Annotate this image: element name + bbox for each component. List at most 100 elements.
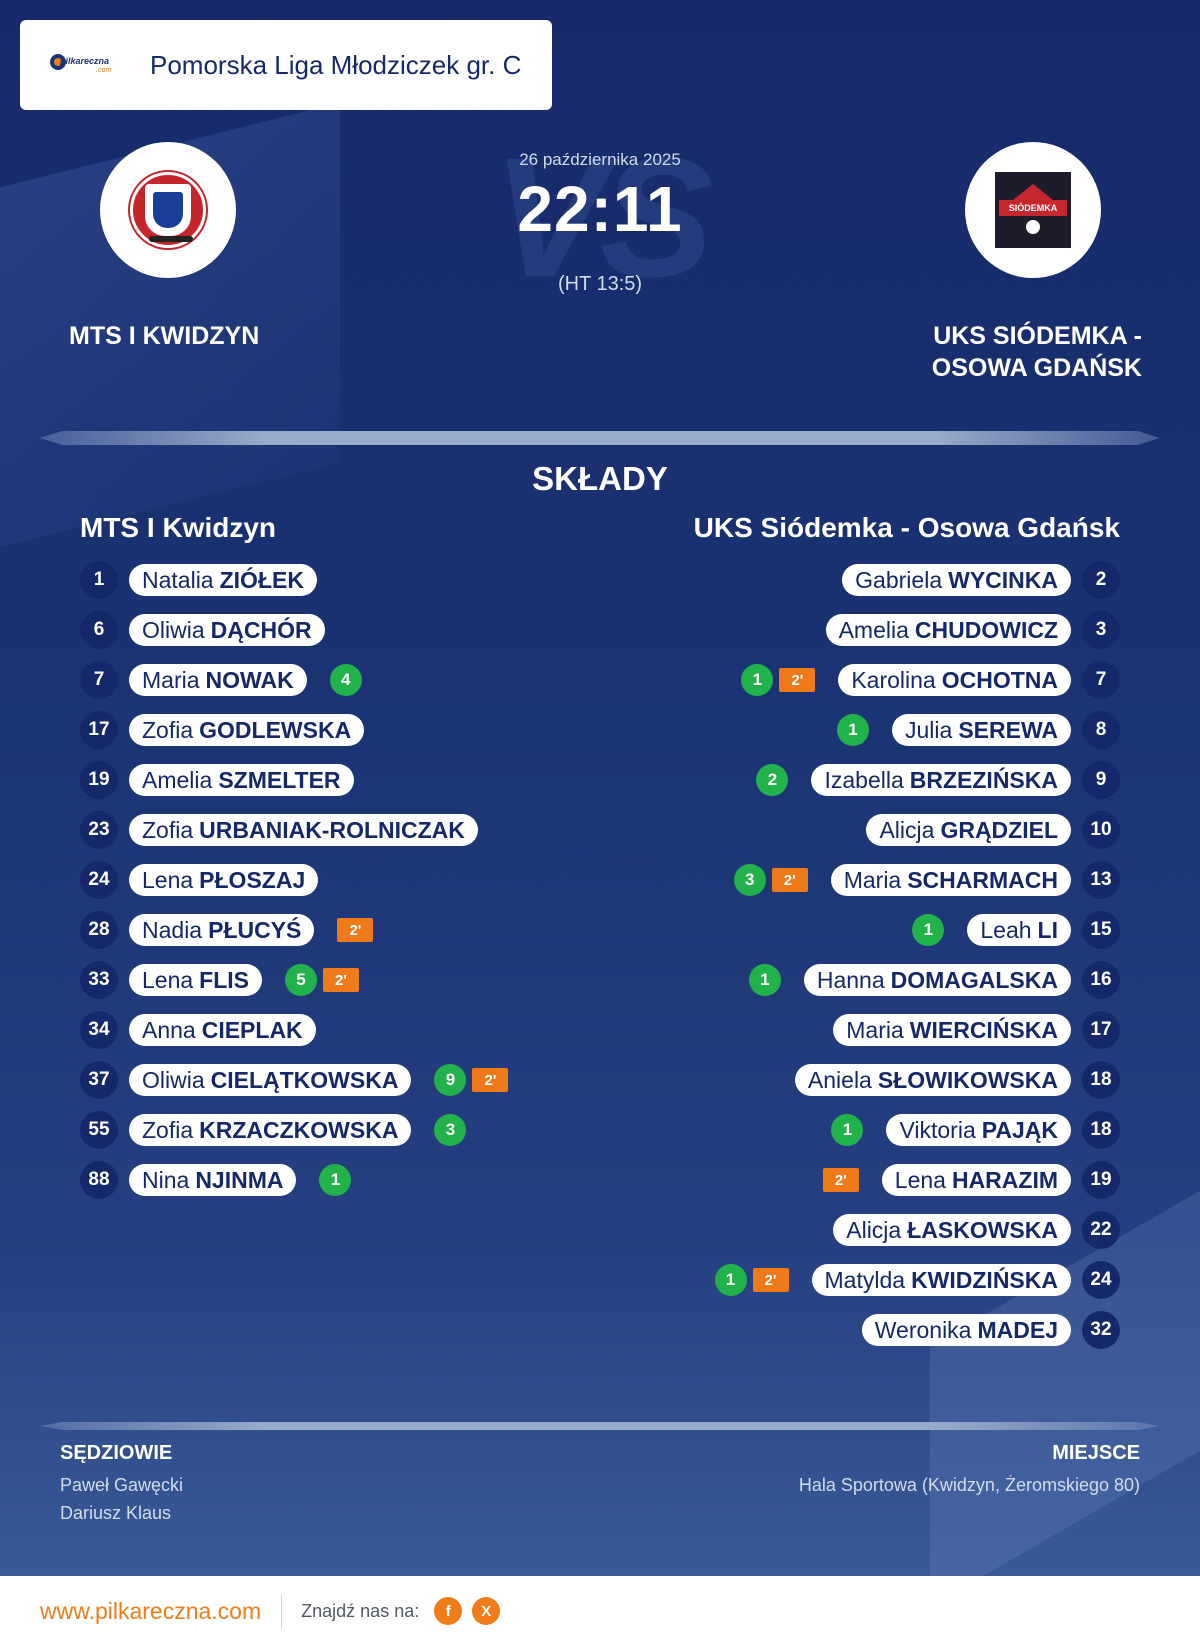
goals-badge: 1 xyxy=(831,1114,864,1146)
referees-title: SĘDZIOWIE xyxy=(60,1442,173,1464)
venue-text: Hala Sportowa (Kwidzyn, Żeromskiego 80) xyxy=(798,1475,1140,1495)
match-date: 26 października 2025 xyxy=(519,150,681,169)
footer-bar: www.pilkareczna.com Znajdź nas na: f X xyxy=(0,1576,1200,1646)
player-name-pill: Zofia GODLEWSKA xyxy=(129,714,365,746)
player-number: 22 xyxy=(1082,1211,1120,1249)
player-stats: 3 2' xyxy=(733,864,808,896)
home-player-list: 1 Natalia ZIÓŁEK 6 Oliwia DĄCHÓR 7 Maria NOWAK 4 1… xyxy=(80,555,509,1205)
player-row: Gabriela WYCINKA 2 xyxy=(715,555,1120,605)
player-last-name: KRZACZKOWSKA xyxy=(199,1116,399,1143)
x-icon[interactable]: X xyxy=(472,1597,501,1625)
player-number: 13 xyxy=(1082,861,1120,899)
player-number: 7 xyxy=(80,661,118,699)
player-last-name: CHUDOWICZ xyxy=(914,616,1058,643)
player-first-name: Karolina xyxy=(851,666,936,693)
player-name-pill: Amelia SZMELTER xyxy=(129,764,354,796)
away-squad-title: UKS Siódemka - Osowa Gdańsk xyxy=(693,512,1120,543)
player-name-pill: Nina NJINMA xyxy=(129,1164,297,1196)
uks-siodemka-crest-icon: SIÓDEMKA xyxy=(995,172,1071,248)
player-last-name: KWIDZIŃSKA xyxy=(911,1266,1058,1293)
player-first-name: Zofia xyxy=(142,816,194,843)
player-name-pill: Maria WIERCIŃSKA xyxy=(833,1014,1071,1046)
player-stats: 1 xyxy=(748,964,781,996)
player-last-name: SŁOWIKOWSKA xyxy=(877,1066,1058,1093)
player-row: 23 Zofia URBANIAK-ROLNICZAK xyxy=(80,805,508,855)
player-first-name: Alicja xyxy=(879,816,935,843)
lineups-title: SKŁADY xyxy=(532,460,668,497)
player-number: 17 xyxy=(1082,1011,1120,1049)
suspension-badge: 2' xyxy=(822,1168,859,1192)
suspension-badge: 2' xyxy=(472,1068,509,1092)
player-name-pill: Viktoria PAJĄK xyxy=(886,1114,1071,1146)
player-stats: 2' xyxy=(822,1168,859,1192)
player-first-name: Lena xyxy=(894,1166,946,1193)
player-number: 8 xyxy=(1082,711,1120,749)
player-row: 37 Oliwia CIELĄTKOWSKA 9 2' xyxy=(80,1055,509,1105)
suspension-badge: 2' xyxy=(337,918,374,942)
goals-badge: 1 xyxy=(912,914,945,946)
player-first-name: Weronika xyxy=(874,1316,972,1343)
player-first-name: Nadia xyxy=(142,916,203,943)
home-squad-title: MTS I Kwidzyn xyxy=(80,512,276,543)
player-row: Maria WIERCIŃSKA 17 xyxy=(715,1005,1120,1055)
player-name-pill: Nadia PŁUCYŚ xyxy=(129,914,315,946)
player-stats: 1 2' xyxy=(741,664,816,696)
player-stats: 1 xyxy=(912,914,945,946)
player-row: Amelia CHUDOWICZ 3 xyxy=(715,605,1120,655)
suspension-badge: 2' xyxy=(752,1268,789,1292)
goals-badge: 1 xyxy=(748,964,781,996)
player-name-pill: Aniela SŁOWIKOWSKA xyxy=(794,1064,1071,1096)
player-number: 32 xyxy=(1082,1311,1120,1349)
player-name-pill: Amelia CHUDOWICZ xyxy=(825,614,1071,646)
facebook-icon[interactable]: f xyxy=(434,1597,463,1625)
player-name-pill: Matylda KWIDZIŃSKA xyxy=(811,1264,1071,1296)
player-first-name: Maria xyxy=(846,1016,904,1043)
player-row: 28 Nadia PŁUCYŚ 2' xyxy=(80,905,508,955)
player-row: 1 2' Matylda KWIDZIŃSKA 24 xyxy=(714,1255,1120,1305)
referee-name: Paweł Gawęcki xyxy=(60,1475,184,1495)
goals-badge: 3 xyxy=(733,864,766,896)
player-row: 19 Amelia SZMELTER xyxy=(80,755,508,805)
player-row: Weronika MADEJ 32 xyxy=(715,1305,1120,1355)
mts-kwidzyn-crest-icon xyxy=(128,170,208,250)
player-stats: 9 2' xyxy=(434,1064,509,1096)
player-row: 1 2' Karolina OCHOTNA 7 xyxy=(715,655,1120,705)
player-number: 10 xyxy=(1082,811,1120,849)
player-first-name: Zofia xyxy=(142,1116,194,1143)
goals-badge: 9 xyxy=(434,1064,467,1096)
player-first-name: Lena xyxy=(142,966,194,993)
player-last-name: WYCINKA xyxy=(948,566,1058,593)
player-first-name: Hanna xyxy=(816,966,885,993)
player-number: 2 xyxy=(1082,561,1120,599)
player-row: 55 Zofia KRZACZKOWSKA 3 xyxy=(80,1105,508,1155)
player-first-name: Maria xyxy=(843,866,902,893)
player-first-name: Julia xyxy=(905,716,953,743)
player-number: 19 xyxy=(1082,1161,1120,1199)
player-stats: 1 xyxy=(831,1114,864,1146)
player-name-pill: Izabella BRZEZIŃSKA xyxy=(811,764,1071,796)
player-number: 55 xyxy=(80,1111,118,1149)
player-row: 1 Viktoria PAJĄK 18 xyxy=(715,1105,1120,1155)
player-name-pill: Karolina OCHOTNA xyxy=(838,664,1071,696)
league-header: pilkareczna .com Pomorska Liga Młodzicze… xyxy=(20,20,552,110)
player-row: 1 Hanna DOMAGALSKA 16 xyxy=(715,955,1120,1005)
site-link[interactable]: www.pilkareczna.com xyxy=(40,1594,283,1628)
player-number: 3 xyxy=(1082,611,1120,649)
player-row: 7 Maria NOWAK 4 xyxy=(80,655,508,705)
player-last-name: NOWAK xyxy=(205,666,294,693)
player-name-pill: Gabriela WYCINKA xyxy=(842,564,1071,596)
player-last-name: CIELĄTKOWSKA xyxy=(210,1066,399,1093)
goals-badge: 1 xyxy=(319,1164,352,1196)
player-name-pill: Lena HARAZIM xyxy=(881,1164,1071,1196)
player-name-pill: Weronika MADEJ xyxy=(861,1314,1071,1346)
player-last-name: ŁASKOWSKA xyxy=(907,1216,1058,1243)
player-first-name: Anna xyxy=(142,1016,196,1043)
player-name-pill: Natalia ZIÓŁEK xyxy=(129,564,317,596)
player-last-name: OCHOTNA xyxy=(941,666,1058,693)
player-name-pill: Oliwia DĄCHÓR xyxy=(129,614,325,646)
goals-badge: 2 xyxy=(756,764,789,796)
goals-badge: 1 xyxy=(741,664,774,696)
player-first-name: Maria xyxy=(142,666,200,693)
player-number: 18 xyxy=(1082,1111,1120,1149)
player-name-pill: Anna CIEPLAK xyxy=(129,1014,316,1046)
